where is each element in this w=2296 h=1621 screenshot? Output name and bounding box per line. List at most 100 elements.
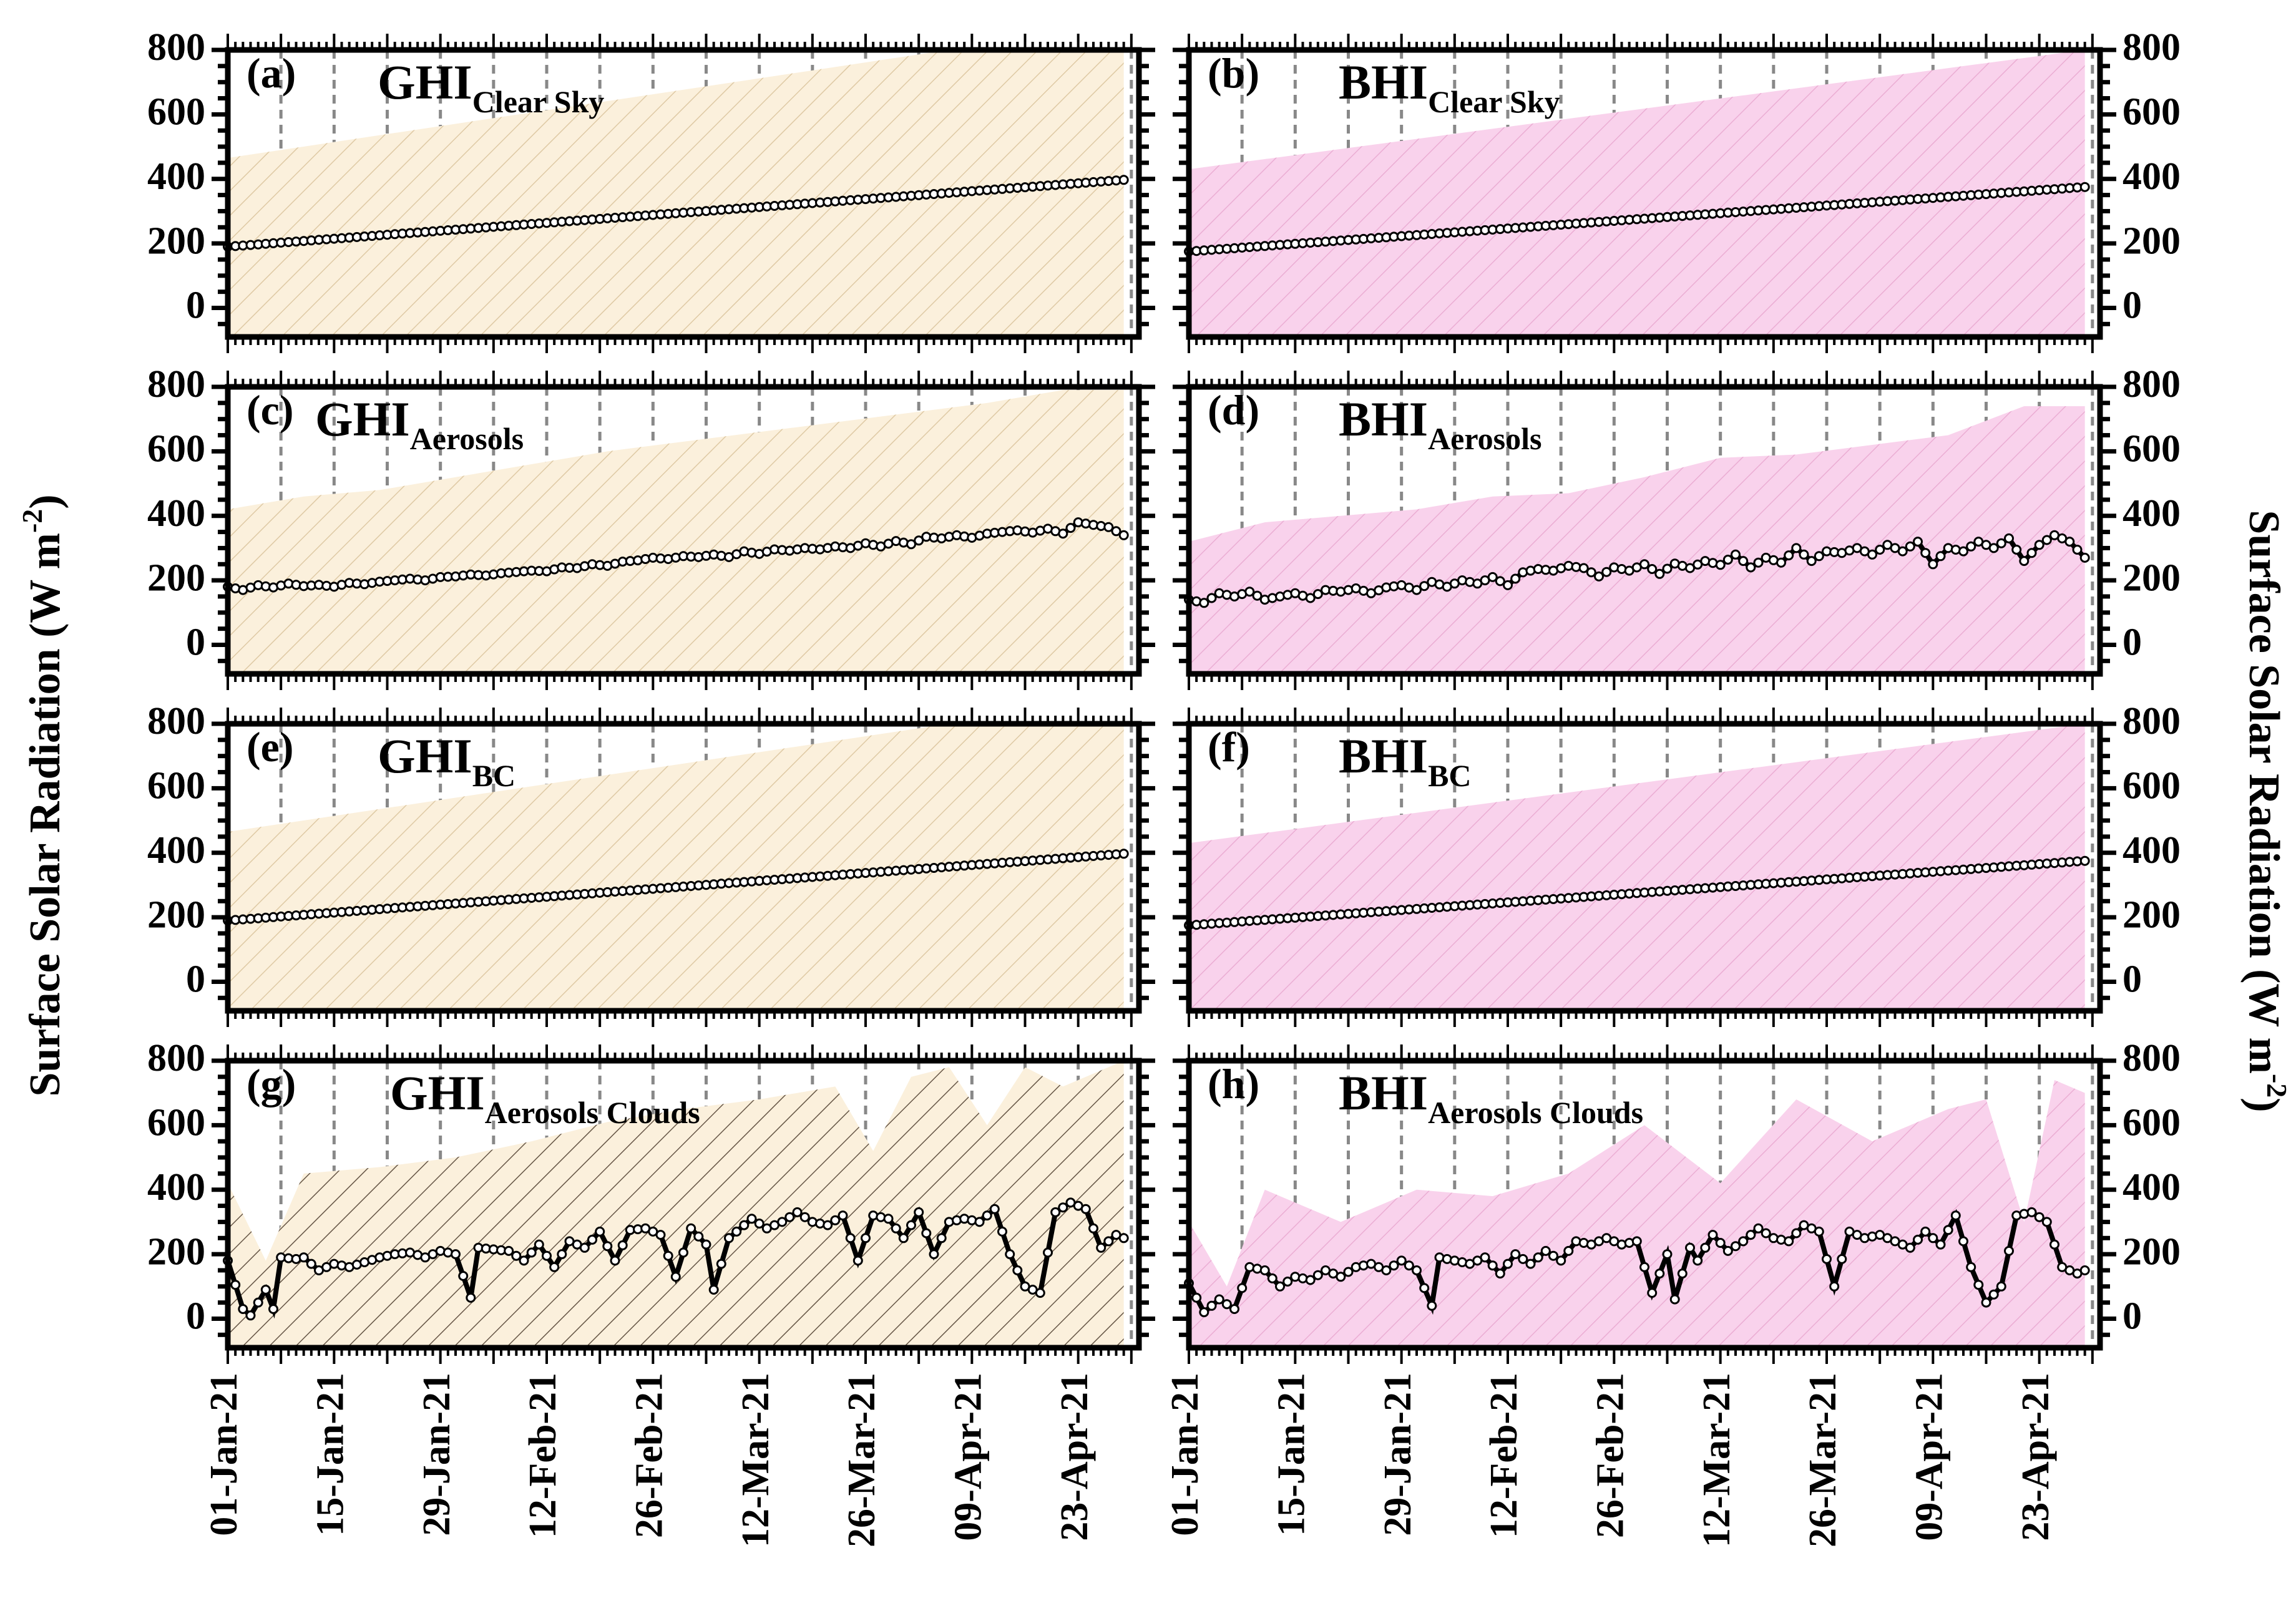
mean-point bbox=[1282, 1277, 1293, 1287]
mean-point bbox=[1738, 1236, 1749, 1247]
mean-point bbox=[1389, 1260, 1399, 1271]
y-tick-label: 200 bbox=[147, 220, 205, 262]
y-tick-label: 200 bbox=[147, 557, 205, 599]
mean-point bbox=[1913, 1234, 1923, 1245]
mean-point bbox=[2004, 1245, 2014, 1256]
panel-title: BHIAerosols bbox=[1339, 392, 1541, 456]
y-tick-label: 800 bbox=[2123, 1037, 2181, 1079]
panel-label: (c) bbox=[247, 386, 293, 434]
chart-panel: 0 200 400 600 800 (f) BHIBC bbox=[1173, 700, 2181, 1027]
y-tick-label: 600 bbox=[147, 1102, 205, 1144]
panel-label: (d) bbox=[1208, 386, 1259, 434]
mean-point bbox=[1191, 1292, 1202, 1303]
mean-point bbox=[1518, 1253, 1528, 1264]
mean-point bbox=[1495, 1268, 1505, 1279]
mean-point bbox=[1035, 1288, 1045, 1298]
mean-point bbox=[1837, 1253, 1847, 1264]
panel-label: (f) bbox=[1208, 723, 1250, 771]
mean-point bbox=[1065, 523, 1076, 533]
mean-point bbox=[1118, 1233, 1129, 1244]
mean-point bbox=[1920, 1226, 1931, 1237]
mean-point bbox=[845, 1233, 856, 1244]
y-axis-label-right: Surface Solar Radiation (W m-2) bbox=[2240, 510, 2293, 1112]
mean-point bbox=[724, 1233, 734, 1244]
mean-point bbox=[1427, 1300, 1437, 1311]
y-tick-label: 400 bbox=[147, 155, 205, 198]
y-tick-label: 200 bbox=[2123, 1230, 2181, 1273]
range-band-hatch bbox=[228, 724, 1124, 1011]
mean-point bbox=[1920, 548, 1931, 558]
mean-point bbox=[526, 1247, 537, 1258]
y-tick-label: 200 bbox=[2123, 220, 2181, 262]
mean-point bbox=[1928, 1233, 1938, 1244]
mean-point bbox=[1237, 1283, 1248, 1293]
mean-point bbox=[1746, 1230, 1756, 1240]
mean-point bbox=[1791, 543, 1802, 553]
mean-point bbox=[1791, 1228, 1802, 1239]
mean-point bbox=[1118, 175, 1129, 185]
y-tick-label: 200 bbox=[2123, 893, 2181, 936]
mean-point bbox=[989, 1204, 1000, 1214]
y-tick-label: 400 bbox=[147, 829, 205, 872]
range-band-hatch bbox=[1189, 1080, 2085, 1348]
mean-point bbox=[268, 1304, 278, 1314]
mean-point bbox=[906, 539, 916, 550]
x-tick-label: 09-Apr-21 bbox=[1908, 1373, 1951, 1541]
mean-point bbox=[2079, 182, 2090, 192]
mean-point bbox=[1088, 1223, 1098, 1234]
mean-point bbox=[1058, 528, 1068, 539]
mean-point bbox=[1118, 849, 1129, 859]
mean-point bbox=[595, 1226, 605, 1237]
mean-point bbox=[1829, 1281, 1840, 1292]
chart-panel: 0 200 400 600 800 (b) BHIClear Sky bbox=[1173, 26, 2181, 353]
mean-point bbox=[557, 1249, 567, 1260]
panel-title: BHIAerosols Clouds bbox=[1339, 1066, 1643, 1130]
mean-point bbox=[2049, 1239, 2059, 1250]
mean-point bbox=[1404, 1260, 1414, 1271]
x-tick-label: 26-Feb-21 bbox=[1590, 1373, 1632, 1538]
mean-point bbox=[1305, 1275, 1316, 1285]
mean-point bbox=[1715, 560, 1726, 570]
mean-point bbox=[458, 1271, 469, 1281]
mean-point bbox=[929, 1249, 939, 1260]
chart-panel: 0 200 400 600 800 (h) BHIAerosols Clouds 01-Jan… bbox=[1164, 1037, 2181, 1547]
chart-panel: 0 200 400 600 800 (c) GHIAerosols bbox=[147, 363, 1155, 690]
y-tick-label: 800 bbox=[147, 1037, 205, 1079]
mean-point bbox=[823, 1220, 833, 1230]
mean-point bbox=[1654, 1268, 1665, 1279]
chart-panel: 0 200 400 600 800 (e) GHIBC bbox=[147, 700, 1155, 1027]
panel-title: GHIBC bbox=[378, 729, 515, 793]
y-tick-label: 800 bbox=[147, 700, 205, 742]
mean-point bbox=[1639, 559, 1649, 570]
mean-point bbox=[2026, 548, 2037, 558]
panel-label: (a) bbox=[247, 49, 296, 97]
mean-point bbox=[602, 1241, 613, 1252]
mean-point bbox=[739, 1220, 750, 1230]
y-tick-label: 0 bbox=[186, 621, 205, 664]
mean-point bbox=[1005, 1249, 1015, 1260]
y-tick-label: 800 bbox=[147, 26, 205, 69]
panel-title: BHIBC bbox=[1339, 729, 1472, 793]
mean-point bbox=[1988, 1289, 1999, 1300]
x-tick-label: 01-Jan-21 bbox=[1164, 1373, 1206, 1536]
mean-point bbox=[838, 1210, 848, 1221]
x-tick-label: 15-Jan-21 bbox=[310, 1373, 352, 1536]
mean-point bbox=[921, 1228, 932, 1239]
y-tick-label: 400 bbox=[147, 1166, 205, 1209]
mean-point bbox=[466, 1292, 476, 1303]
mean-point bbox=[1111, 526, 1121, 537]
x-tick-label: 26-Mar-21 bbox=[1802, 1373, 1844, 1547]
mean-point bbox=[1586, 567, 1596, 578]
mean-point bbox=[708, 1285, 719, 1295]
mean-point bbox=[1814, 1226, 1824, 1237]
mean-point bbox=[1753, 557, 1764, 568]
mean-point bbox=[799, 1212, 810, 1222]
mean-point bbox=[2079, 552, 2090, 563]
mean-point bbox=[2026, 1207, 2037, 1217]
mean-point bbox=[617, 1240, 628, 1250]
mean-point bbox=[914, 535, 924, 546]
mean-point bbox=[1875, 545, 1885, 555]
mean-point bbox=[997, 1226, 1007, 1237]
x-tick-label: 23-Apr-21 bbox=[1053, 1373, 1096, 1541]
mean-point bbox=[1199, 598, 1209, 608]
